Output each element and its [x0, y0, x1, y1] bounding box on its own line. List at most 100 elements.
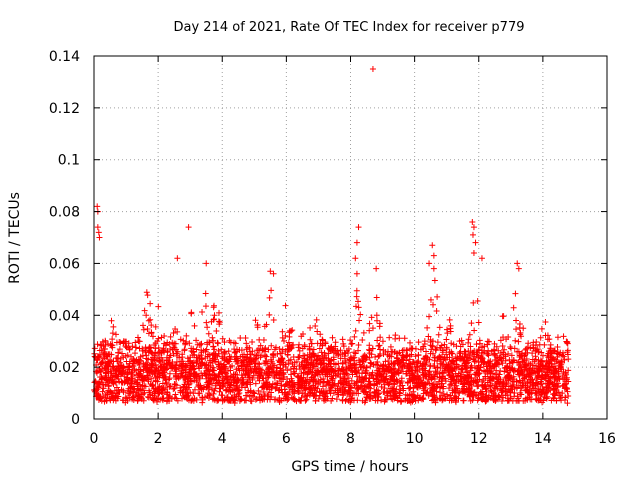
data-point [365, 384, 372, 391]
data-point [134, 397, 141, 404]
data-point [396, 349, 403, 356]
data-point [460, 397, 467, 404]
data-point [407, 384, 414, 391]
data-point [135, 356, 142, 363]
data-point [343, 396, 350, 403]
data-point [150, 397, 157, 404]
data-point [402, 397, 409, 404]
data-point [308, 340, 315, 347]
data-point [499, 360, 506, 367]
data-point [159, 380, 166, 387]
data-point [193, 346, 200, 353]
data-point [278, 356, 285, 363]
data-point [191, 322, 198, 329]
data-point [409, 398, 416, 405]
data-point [348, 341, 355, 348]
data-point [251, 390, 258, 397]
data-point [527, 345, 534, 352]
data-point [468, 362, 475, 369]
data-point [423, 358, 430, 365]
data-point [149, 392, 156, 399]
data-point [353, 287, 360, 294]
data-point [152, 345, 159, 352]
data-point [562, 380, 569, 387]
data-point [398, 398, 405, 405]
data-point [127, 390, 134, 397]
data-point [433, 307, 440, 314]
data-point [167, 361, 174, 368]
data-point [244, 351, 251, 358]
data-point [210, 316, 217, 323]
data-point [481, 383, 488, 390]
data-point [436, 353, 443, 360]
data-point [366, 350, 373, 357]
data-point [225, 348, 232, 355]
data-point [423, 373, 430, 380]
data-point [550, 374, 557, 381]
data-point [464, 369, 471, 376]
data-point [206, 351, 213, 358]
data-point [366, 378, 373, 385]
data-point [500, 334, 507, 341]
data-point [396, 383, 403, 390]
data-point [431, 277, 438, 284]
data-point [297, 397, 304, 404]
data-point [496, 354, 503, 361]
data-point [170, 350, 177, 357]
data-point [210, 355, 217, 362]
data-point [255, 360, 262, 367]
data-point [319, 336, 326, 343]
data-point [427, 296, 434, 303]
data-point [117, 339, 124, 346]
data-point [363, 353, 370, 360]
data-point [155, 303, 162, 310]
data-point [202, 348, 209, 355]
data-point [521, 374, 528, 381]
data-point [198, 355, 205, 362]
data-point [392, 332, 399, 339]
data-point [491, 357, 498, 364]
data-point [514, 260, 521, 267]
data-point [285, 381, 292, 388]
data-point [366, 392, 373, 399]
data-point [434, 339, 441, 346]
data-point [516, 397, 523, 404]
data-point [527, 361, 534, 368]
data-point [224, 396, 231, 403]
data-point [445, 385, 452, 392]
data-point [259, 347, 266, 354]
data-point [414, 359, 421, 366]
data-point [221, 350, 228, 357]
data-point [469, 231, 476, 238]
data-point [179, 354, 186, 361]
data-point [331, 380, 338, 387]
data-point [97, 352, 104, 359]
data-point [332, 369, 339, 376]
data-point [422, 361, 429, 368]
data-point [213, 327, 220, 334]
data-point [544, 360, 551, 367]
data-point [500, 394, 507, 401]
data-point [148, 349, 155, 356]
chart-title: Day 214 of 2021, Rate Of TEC Index for r… [174, 20, 525, 35]
data-point [470, 224, 477, 231]
data-point [554, 334, 561, 341]
data-point [439, 396, 446, 403]
data-point [146, 344, 153, 351]
data-point [420, 385, 427, 392]
data-point [254, 374, 261, 381]
data-point [169, 346, 176, 353]
data-point [188, 310, 195, 317]
data-point [495, 393, 502, 400]
data-point [391, 349, 398, 356]
data-point [148, 382, 155, 389]
data-point [282, 348, 289, 355]
data-point [161, 340, 168, 347]
data-point [97, 395, 104, 402]
data-point [147, 300, 154, 307]
data-point [216, 385, 223, 392]
y-tick-label: 0.08 [49, 205, 80, 221]
data-point [339, 397, 346, 404]
data-point [547, 350, 554, 357]
data-point [349, 371, 356, 378]
